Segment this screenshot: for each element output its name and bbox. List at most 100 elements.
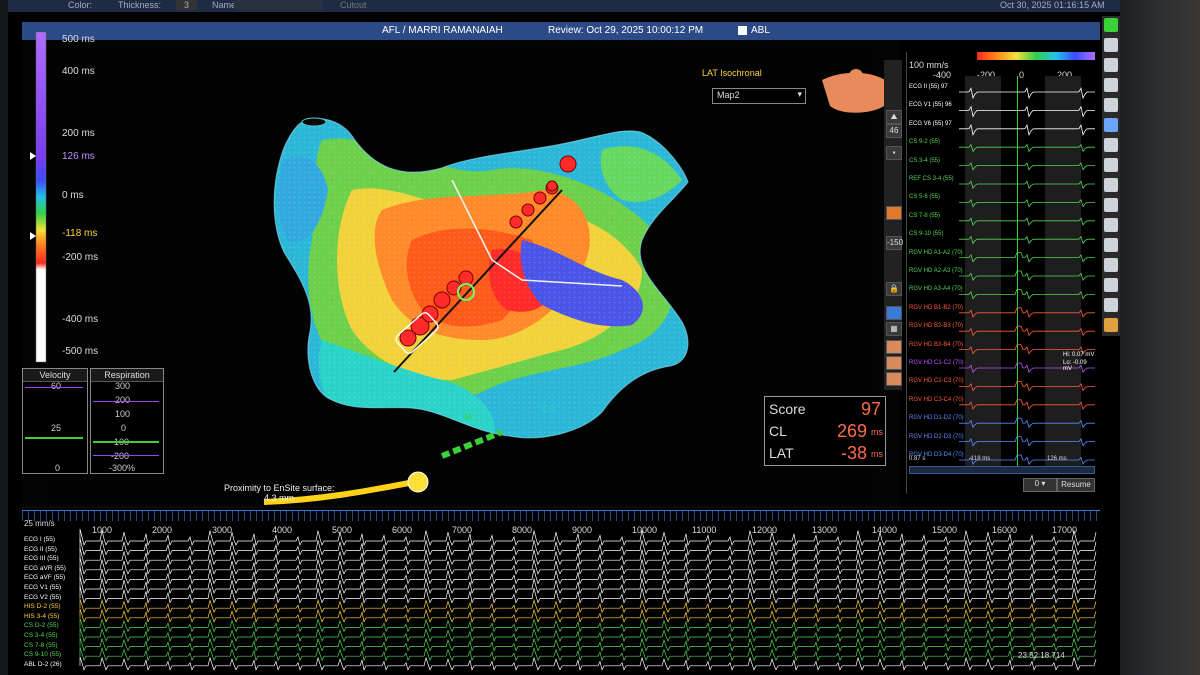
torso-side-icon[interactable] bbox=[886, 356, 902, 370]
tool-neg150[interactable]: -150 bbox=[886, 236, 903, 250]
map-3d-viewport[interactable]: Map2 ▾ LAT Isochronal M... CS bbox=[22, 40, 900, 508]
resp-level bbox=[93, 441, 159, 443]
chamber-outline bbox=[273, 118, 689, 439]
strip-traces bbox=[79, 528, 1097, 671]
name-input[interactable] bbox=[234, 0, 322, 10]
egm-trace bbox=[959, 217, 1095, 226]
lock-icon[interactable]: 🔒 bbox=[886, 282, 902, 296]
strip-trace bbox=[79, 538, 1097, 556]
torso-head bbox=[849, 69, 863, 83]
strip-tick-label: 7000 bbox=[452, 525, 473, 535]
egm-trace bbox=[959, 123, 1095, 136]
thickness-select[interactable]: 3 bbox=[176, 0, 198, 10]
torso-orientation-icon[interactable] bbox=[822, 72, 888, 113]
egm-time: 0.87 s bbox=[909, 456, 926, 462]
strip-tick-label: 16000 bbox=[992, 525, 1018, 535]
egm-axis-200: 200 bbox=[1057, 70, 1073, 80]
strip-trace bbox=[79, 599, 1097, 614]
lat-unit: ms bbox=[871, 449, 883, 459]
cl-label: CL bbox=[769, 423, 787, 439]
settings-icon[interactable] bbox=[1104, 38, 1118, 52]
cursor-icon[interactable] bbox=[1104, 98, 1118, 112]
upper-marker bbox=[30, 152, 36, 160]
strip-tick-label: 10000 bbox=[632, 525, 658, 535]
ablation-line bbox=[393, 189, 563, 373]
realtime-strip[interactable]: 25 mm/s 1000 2000 3000 4000 5000 6000 7000 8000… bbox=[22, 510, 1100, 675]
tool-46[interactable]: 46 bbox=[886, 124, 902, 138]
grid-icon[interactable]: ▦ bbox=[886, 322, 902, 336]
egm-dropdown[interactable]: 0 ▾ bbox=[1023, 478, 1057, 492]
egm-trace bbox=[959, 162, 1095, 171]
datetime: Oct 30, 2025 01:16:15 AM bbox=[1000, 0, 1105, 10]
egm-trace bbox=[959, 381, 1095, 392]
strip-trace bbox=[79, 647, 1097, 662]
strip-channel-label: ECG aVR (55) bbox=[24, 564, 66, 572]
color-tool-icon[interactable] bbox=[886, 206, 902, 220]
ablation-catheter-tip bbox=[407, 471, 429, 493]
strip-channel-label: ECG III (55) bbox=[24, 555, 59, 563]
review-timestamp: Review: Oct 29, 2025 10:00:12 PM bbox=[548, 25, 704, 36]
line-tool-icon[interactable] bbox=[1104, 118, 1118, 132]
catheter-path bbox=[451, 179, 623, 287]
egm-axis-neg200: -200 bbox=[977, 70, 996, 80]
top-toolbar: Color: Thickness: 3 Name: Cutout Oct 30,… bbox=[8, 0, 1120, 12]
strip-channel-label: ECG V2 (55) bbox=[24, 593, 62, 601]
strip-channel-label: ECG II (55) bbox=[24, 545, 57, 553]
egm-scrollbar[interactable] bbox=[909, 466, 1095, 474]
paint-icon[interactable] bbox=[1104, 238, 1118, 252]
egm-trace bbox=[959, 235, 1095, 245]
egm-channel-label: RGV HD C3-C4 (70) bbox=[909, 396, 964, 403]
hand-icon[interactable] bbox=[1104, 78, 1118, 92]
strip-tick-label: 3000 bbox=[212, 525, 233, 535]
arrow-right-icon[interactable] bbox=[1104, 18, 1118, 32]
brush-icon[interactable] bbox=[1104, 178, 1118, 192]
cl-value: 269 bbox=[836, 421, 867, 441]
strip-trace bbox=[79, 586, 1097, 604]
eraser-icon[interactable] bbox=[1104, 158, 1118, 172]
strip-tick-label: 12000 bbox=[752, 525, 778, 535]
measure-icon[interactable] bbox=[1104, 198, 1118, 212]
curve-icon[interactable] bbox=[1104, 258, 1118, 272]
filter-icon[interactable] bbox=[886, 306, 902, 320]
strip-channel-label: CS 7-8 (55) bbox=[24, 641, 58, 649]
strip-tick-label: 1000 bbox=[92, 525, 113, 535]
egm-channel-label: CS 3-4 (55) bbox=[909, 157, 941, 164]
map-mode-label: LAT Isochronal bbox=[702, 68, 762, 78]
scale-200: 200 ms bbox=[62, 128, 95, 139]
egm-channel-label: RGV HD C1-C2 (70) bbox=[909, 360, 964, 366]
lat-label: LAT bbox=[769, 445, 794, 461]
egm-trace bbox=[959, 270, 1095, 282]
strip-trace bbox=[79, 567, 1097, 585]
cutout-label[interactable]: Cutout bbox=[340, 0, 367, 10]
strip-trace bbox=[79, 548, 1097, 566]
capture-icon[interactable] bbox=[1104, 318, 1118, 332]
torso-back-icon[interactable] bbox=[886, 372, 902, 386]
eye-icon[interactable] bbox=[1104, 278, 1118, 292]
strip-channel-label: CS 9-10 (55) bbox=[24, 651, 62, 659]
caliper-icon[interactable] bbox=[1104, 218, 1118, 232]
egm-trace bbox=[959, 362, 1095, 374]
strip-tick-label: 6000 bbox=[392, 525, 413, 535]
lat-color-scale[interactable] bbox=[30, 31, 52, 364]
strip-tick-label: 4000 bbox=[272, 525, 293, 535]
map-select[interactable]: Map2 ▾ bbox=[712, 88, 806, 104]
pen-icon[interactable] bbox=[1104, 138, 1118, 152]
resume-button[interactable]: Resume bbox=[1057, 478, 1095, 492]
map-tool-column: ⛰ 46 ▪ -150 🔒 ▦ bbox=[884, 60, 903, 390]
lat-value: -38 bbox=[840, 443, 867, 463]
slider-top-icon[interactable]: ▪ bbox=[886, 146, 902, 160]
proximity-label: Proximity to EnSite surface: 4.3 mm bbox=[224, 483, 335, 503]
lat-scale-bar bbox=[30, 31, 47, 363]
egm-channel-label: ECG V1 (55) 96 bbox=[909, 102, 952, 109]
wave-icon[interactable] bbox=[1104, 298, 1118, 312]
terrain-icon[interactable]: ⛰ bbox=[886, 110, 902, 124]
torso-front-icon[interactable] bbox=[886, 340, 902, 354]
strip-tick-label: 14000 bbox=[872, 525, 898, 535]
egm-panel[interactable]: 100 mm/s -400 -200 0 200 ECG II (55) 97 E… bbox=[906, 52, 1097, 494]
scale-neg500: -500 ms bbox=[62, 346, 99, 357]
velocity-mid: 25 bbox=[51, 423, 62, 433]
abl-checkbox[interactable] bbox=[738, 26, 747, 35]
zoom-icon[interactable] bbox=[1104, 58, 1118, 72]
resp-0: 0 bbox=[121, 423, 127, 433]
resp-100: 100 bbox=[115, 409, 131, 419]
